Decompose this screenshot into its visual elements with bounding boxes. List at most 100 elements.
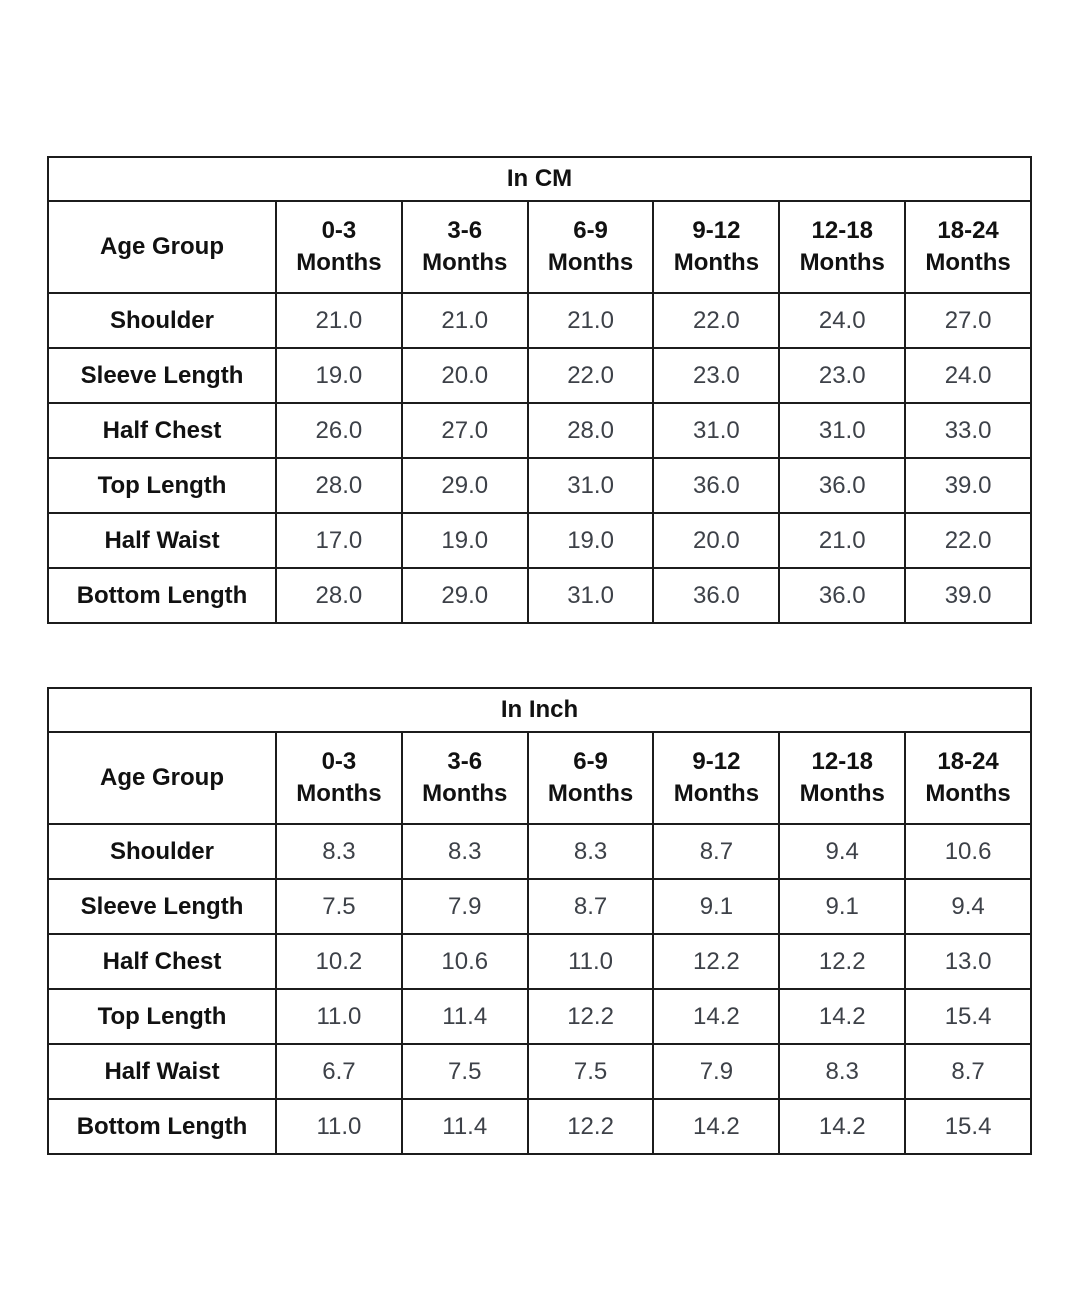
table-title-row: In Inch xyxy=(47,687,1032,733)
age-unit-label: Months xyxy=(422,249,508,276)
measurement-value: 8.3 xyxy=(526,823,655,880)
measurement-value: 31.0 xyxy=(652,402,781,459)
age-unit-label: Months xyxy=(799,780,885,807)
age-range-label: 12-18 xyxy=(811,747,873,775)
age-unit-label: Months xyxy=(799,249,885,276)
age-range-label: 0-3 xyxy=(321,747,357,775)
measurement-row: Shoulder 21.0 21.0 21.0 22.0 24.0 27.0 xyxy=(47,292,1032,349)
measurement-value: 22.0 xyxy=(526,347,655,404)
column-header-6-9-months: 6-9 Months xyxy=(526,731,655,825)
measurement-value: 13.0 xyxy=(904,933,1032,990)
measurement-value: 12.2 xyxy=(778,933,907,990)
measurement-row: Bottom Length 28.0 29.0 31.0 36.0 36.0 39.0 xyxy=(47,567,1032,624)
measurement-value: 14.2 xyxy=(778,1098,907,1155)
column-header-0-3-months: 0-3 Months xyxy=(275,731,403,825)
measurement-label: Half Chest xyxy=(47,402,277,459)
measurement-value: 7.9 xyxy=(652,1043,781,1100)
measurement-value: 19.0 xyxy=(526,512,655,569)
column-header-9-12-months: 9-12 Months xyxy=(652,731,781,825)
measurement-row: Top Length 28.0 29.0 31.0 36.0 36.0 39.0 xyxy=(47,457,1032,514)
column-header-18-24-months: 18-24 Months xyxy=(904,200,1032,294)
measurement-value: 10.6 xyxy=(400,933,529,990)
measurement-value: 7.5 xyxy=(526,1043,655,1100)
measurement-value: 15.4 xyxy=(904,1098,1032,1155)
measurement-value: 8.7 xyxy=(652,823,781,880)
measurement-row: Half Chest 10.2 10.6 11.0 12.2 12.2 13.0 xyxy=(47,933,1032,990)
measurement-row: Half Waist 6.7 7.5 7.5 7.9 8.3 8.7 xyxy=(47,1043,1032,1100)
size-chart-table-inch: In Inch Age Group 0-3 Months 3-6 Months 6-9 Mon… xyxy=(47,687,1032,1155)
measurement-value: 27.0 xyxy=(904,292,1032,349)
measurement-value: 7.5 xyxy=(275,878,403,935)
measurement-value: 10.6 xyxy=(904,823,1032,880)
age-range-label: 6-9 xyxy=(573,747,608,775)
age-range-label: 18-24 xyxy=(937,747,999,775)
measurement-value: 17.0 xyxy=(275,512,403,569)
age-unit-label: Months xyxy=(673,249,760,276)
measurement-value: 36.0 xyxy=(652,567,781,624)
measurement-row: Bottom Length 11.0 11.4 12.2 14.2 14.2 15.4 xyxy=(47,1098,1032,1155)
measurement-value: 20.0 xyxy=(400,347,529,404)
measurement-value: 39.0 xyxy=(904,567,1032,624)
measurement-value: 7.5 xyxy=(400,1043,529,1100)
column-header-12-18-months: 12-18 Months xyxy=(778,731,907,825)
measurement-value: 27.0 xyxy=(400,402,529,459)
measurement-label: Sleeve Length xyxy=(47,347,277,404)
measurement-value: 19.0 xyxy=(275,347,403,404)
measurement-value: 14.2 xyxy=(652,988,781,1045)
measurement-value: 36.0 xyxy=(652,457,781,514)
table-title: In CM xyxy=(47,156,1032,202)
table-title: In Inch xyxy=(47,687,1032,733)
column-header-12-18-months: 12-18 Months xyxy=(778,200,907,294)
measurement-label: Half Waist xyxy=(47,1043,277,1100)
measurement-row: Top Length 11.0 11.4 12.2 14.2 14.2 15.4 xyxy=(47,988,1032,1045)
measurement-value: 28.0 xyxy=(275,457,403,514)
measurement-value: 31.0 xyxy=(526,567,655,624)
measurement-value: 28.0 xyxy=(526,402,655,459)
measurement-row: Shoulder 8.3 8.3 8.3 8.7 9.4 10.6 xyxy=(47,823,1032,880)
measurement-value: 11.0 xyxy=(526,933,655,990)
measurement-value: 8.3 xyxy=(400,823,529,880)
measurement-value: 12.2 xyxy=(652,933,781,990)
measurement-value: 20.0 xyxy=(652,512,781,569)
age-range-label: 6-9 xyxy=(573,216,608,244)
measurement-value: 36.0 xyxy=(778,457,907,514)
measurement-value: 21.0 xyxy=(275,292,403,349)
measurement-value: 9.4 xyxy=(904,878,1032,935)
age-unit-label: Months xyxy=(547,780,634,807)
measurement-value: 22.0 xyxy=(904,512,1032,569)
measurement-value: 22.0 xyxy=(652,292,781,349)
measurement-value: 21.0 xyxy=(778,512,907,569)
measurement-value: 19.0 xyxy=(400,512,529,569)
measurement-label: Bottom Length xyxy=(47,1098,277,1155)
age-unit-label: Months xyxy=(422,780,508,807)
age-range-label: 18-24 xyxy=(937,216,999,244)
measurement-value: 29.0 xyxy=(400,567,529,624)
age-range-label: 3-6 xyxy=(447,747,483,775)
measurement-label: Half Waist xyxy=(47,512,277,569)
measurement-label: Shoulder xyxy=(47,292,277,349)
measurement-value: 23.0 xyxy=(652,347,781,404)
measurement-value: 8.3 xyxy=(275,823,403,880)
measurement-value: 39.0 xyxy=(904,457,1032,514)
column-header-3-6-months: 3-6 Months xyxy=(400,200,529,294)
measurement-value: 11.0 xyxy=(275,988,403,1045)
measurement-row: Half Waist 17.0 19.0 19.0 20.0 21.0 22.0 xyxy=(47,512,1032,569)
measurement-label: Top Length xyxy=(47,988,277,1045)
age-unit-label: Months xyxy=(547,249,634,276)
age-range-label: 0-3 xyxy=(321,216,357,244)
measurement-value: 36.0 xyxy=(778,567,907,624)
measurement-row: Sleeve Length 19.0 20.0 22.0 23.0 23.0 24.0 xyxy=(47,347,1032,404)
measurement-value: 6.7 xyxy=(275,1043,403,1100)
column-header-18-24-months: 18-24 Months xyxy=(904,731,1032,825)
measurement-value: 8.7 xyxy=(904,1043,1032,1100)
age-unit-label: Months xyxy=(296,780,382,807)
age-range-label: 12-18 xyxy=(811,216,873,244)
measurement-value: 21.0 xyxy=(400,292,529,349)
measurement-value: 9.1 xyxy=(652,878,781,935)
measurement-row: Half Chest 26.0 27.0 28.0 31.0 31.0 33.0 xyxy=(47,402,1032,459)
measurement-value: 7.9 xyxy=(400,878,529,935)
measurement-value: 24.0 xyxy=(904,347,1032,404)
measurement-value: 33.0 xyxy=(904,402,1032,459)
measurement-label: Bottom Length xyxy=(47,567,277,624)
measurement-value: 29.0 xyxy=(400,457,529,514)
